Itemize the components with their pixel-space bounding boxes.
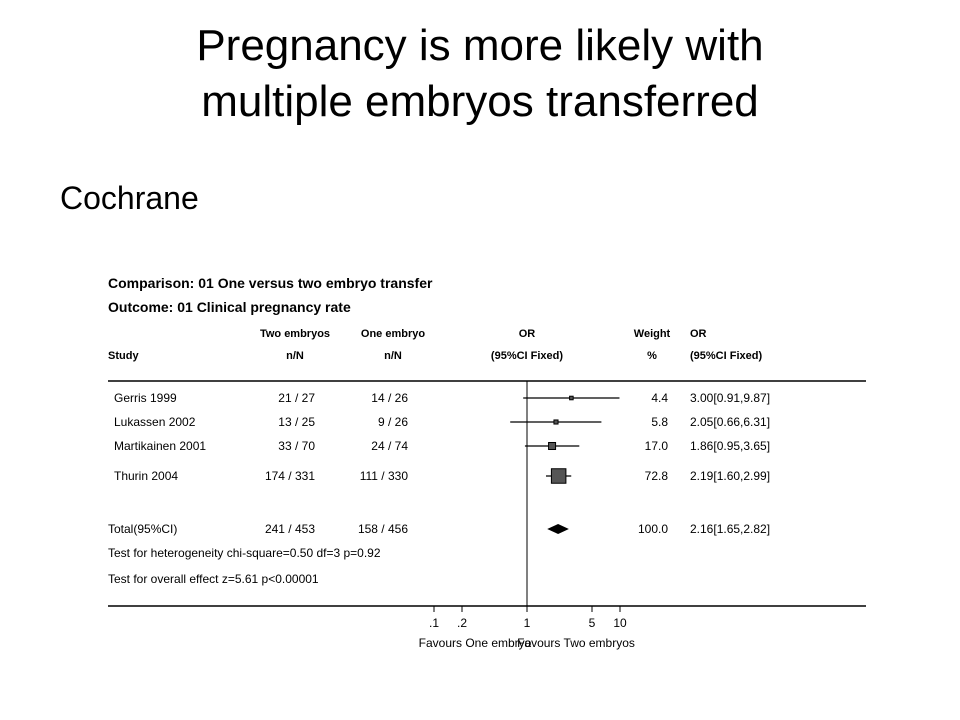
slide-subtitle: Cochrane — [60, 180, 199, 216]
study-name: Thurin 2004 — [114, 469, 178, 483]
study-weight: 4.4 — [651, 391, 668, 405]
one-embryo-count: 9 / 26 — [378, 415, 408, 429]
heterogeneity-test: Test for heterogeneity chi-square=0.50 d… — [108, 546, 381, 560]
study-ci-text: 1.86[0.95,3.65] — [690, 439, 770, 453]
one-embryo-count: 14 / 26 — [371, 391, 408, 405]
two-embryo-count: 21 / 27 — [278, 391, 315, 405]
header-one-embryo: One embryo — [361, 328, 425, 340]
overall-effect-test: Test for overall effect z=5.61 p<0.00001 — [108, 572, 319, 586]
header-two-embryos-nn: n/N — [286, 350, 304, 362]
favours-right-label: Favours Two embryos — [517, 636, 635, 650]
header-or: OR — [519, 328, 536, 340]
study-weight: 72.8 — [645, 469, 669, 483]
study-name: Lukassen 2002 — [114, 415, 196, 429]
header-weight-pct: % — [647, 350, 657, 362]
total-two-count: 241 / 453 — [265, 522, 315, 536]
study-weight: 5.8 — [651, 415, 668, 429]
header-study: Study — [108, 350, 139, 362]
point-estimate — [550, 468, 567, 484]
header-or-ci: (95%CI Fixed) — [491, 350, 563, 362]
study-name: Martikainen 2001 — [114, 439, 206, 453]
header-one-embryo-nn: n/N — [384, 350, 402, 362]
slide-title-line-2: multiple embryos transferred — [201, 77, 759, 126]
slide-title: Pregnancy is more likely with multiple e… — [0, 18, 960, 130]
total-one-count: 158 / 456 — [358, 522, 408, 536]
point-estimate — [569, 395, 574, 401]
total-label: Total(95%CI) — [108, 522, 177, 536]
one-embryo-count: 24 / 74 — [371, 439, 408, 453]
point-estimate — [553, 419, 559, 425]
plot-marks — [510, 381, 620, 606]
favours-left-label: Favours One embryo — [419, 636, 532, 650]
x-tick-label: 10 — [613, 616, 627, 630]
x-tick-label: .1 — [429, 616, 439, 630]
total-weight: 100.0 — [638, 522, 668, 536]
x-axis: .1 .2 1 5 10 — [429, 606, 627, 630]
x-tick-label: .2 — [457, 616, 467, 630]
comparison-label: Comparison: 01 One versus two embryo tra… — [108, 275, 433, 291]
study-weight: 17.0 — [645, 439, 669, 453]
outcome-label: Outcome: 01 Clinical pregnancy rate — [108, 299, 351, 315]
pooled-diamond — [547, 524, 569, 534]
x-tick-label: 1 — [524, 616, 531, 630]
study-name: Gerris 1999 — [114, 391, 177, 405]
header-two-embryos: Two embryos — [260, 328, 330, 340]
one-embryo-count: 111 / 330 — [360, 469, 409, 483]
header-ci-range: (95%CI Fixed) — [690, 350, 762, 362]
header-weight: Weight — [634, 328, 671, 340]
two-embryo-count: 174 / 331 — [265, 469, 315, 483]
two-embryo-count: 33 / 70 — [278, 439, 315, 453]
point-estimate — [548, 441, 557, 451]
total-ci-text: 2.16[1.65,2.82] — [690, 522, 770, 536]
study-ci-text: 3.00[0.91,9.87] — [690, 391, 770, 405]
two-embryo-count: 13 / 25 — [278, 415, 315, 429]
study-ci-text: 2.19[1.60,2.99] — [690, 469, 770, 483]
header-ci-or: OR — [690, 328, 707, 340]
slide-title-line-1: Pregnancy is more likely with — [196, 21, 764, 70]
x-tick-label: 5 — [589, 616, 596, 630]
study-rows: Gerris 1999 21 / 27 14 / 26 4.4 3.00[0.91,9.… — [108, 391, 770, 536]
study-ci-text: 2.05[0.66,6.31] — [690, 415, 770, 429]
